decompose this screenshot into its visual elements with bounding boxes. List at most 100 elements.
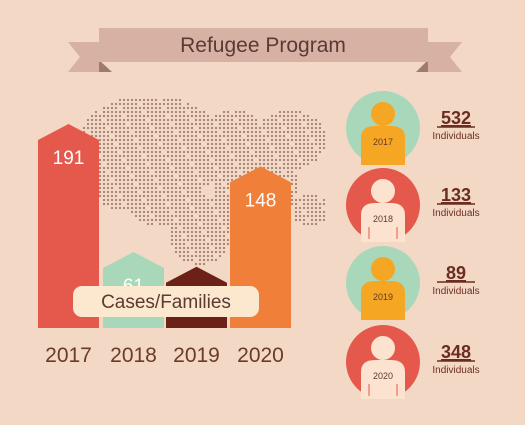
- map-dot: [130, 98, 134, 102]
- map-dot: [186, 234, 190, 238]
- map-dot: [194, 238, 198, 242]
- map-dot: [266, 134, 270, 138]
- map-dot: [182, 126, 186, 130]
- map-dot: [198, 186, 202, 190]
- map-dot: [114, 178, 118, 182]
- map-dot: [298, 210, 302, 214]
- map-dot: [162, 102, 166, 106]
- map-dot: [234, 122, 238, 126]
- map-dot: [262, 142, 266, 146]
- map-dot: [150, 114, 154, 118]
- map-dot: [158, 110, 162, 114]
- map-dot: [134, 154, 138, 158]
- map-dot: [274, 162, 278, 166]
- map-dot: [114, 134, 118, 138]
- map-dot: [202, 218, 206, 222]
- map-dot: [110, 150, 114, 154]
- map-dot: [278, 134, 282, 138]
- map-dot: [218, 126, 222, 130]
- map-dot: [214, 246, 218, 250]
- map-dot: [158, 150, 162, 154]
- map-dot: [126, 142, 130, 146]
- map-dot: [310, 142, 314, 146]
- map-dot: [218, 118, 222, 122]
- map-dot: [214, 206, 218, 210]
- map-dot: [198, 150, 202, 154]
- map-dot: [290, 130, 294, 134]
- map-dot: [218, 190, 222, 194]
- map-dot: [174, 238, 178, 242]
- map-dot: [206, 154, 210, 158]
- map-dot: [130, 106, 134, 110]
- map-dot: [262, 154, 266, 158]
- map-dot: [174, 250, 178, 254]
- map-dot: [186, 238, 190, 242]
- map-dot: [270, 130, 274, 134]
- map-dot: [314, 134, 318, 138]
- map-dot: [154, 150, 158, 154]
- map-dot: [198, 162, 202, 166]
- map-dot: [278, 114, 282, 118]
- map-dot: [270, 134, 274, 138]
- map-dot: [166, 198, 170, 202]
- map-dot: [194, 182, 198, 186]
- map-dot: [210, 206, 214, 210]
- map-dot: [110, 110, 114, 114]
- map-dot: [186, 258, 190, 262]
- map-dot: [266, 118, 270, 122]
- map-dot: [174, 210, 178, 214]
- map-dot: [206, 222, 210, 226]
- map-dot: [242, 166, 246, 170]
- map-dot: [290, 198, 294, 202]
- map-dot: [242, 114, 246, 118]
- map-dot: [254, 134, 258, 138]
- map-dot: [222, 230, 226, 234]
- map-dot: [194, 262, 198, 266]
- map-dot: [294, 142, 298, 146]
- map-dot: [194, 230, 198, 234]
- map-dot: [190, 194, 194, 198]
- map-dot: [150, 102, 154, 106]
- map-dot: [242, 130, 246, 134]
- map-dot: [290, 158, 294, 162]
- map-dot: [102, 202, 106, 206]
- map-dot: [106, 114, 110, 118]
- map-dot: [126, 186, 130, 190]
- map-dot: [146, 186, 150, 190]
- map-dot: [110, 130, 114, 134]
- map-dot: [226, 154, 230, 158]
- map-dot: [102, 126, 106, 130]
- map-dot: [138, 206, 142, 210]
- map-dot: [226, 122, 230, 126]
- map-dot: [190, 158, 194, 162]
- map-dot: [190, 114, 194, 118]
- map-dot: [266, 158, 270, 162]
- map-dot: [186, 182, 190, 186]
- map-dot: [214, 214, 218, 218]
- map-dot: [146, 170, 150, 174]
- map-dot: [286, 150, 290, 154]
- bar-value-2017: 191: [53, 148, 85, 169]
- map-dot: [286, 118, 290, 122]
- map-dot: [154, 170, 158, 174]
- map-dot: [122, 134, 126, 138]
- map-dot: [178, 218, 182, 222]
- map-dot: [114, 138, 118, 142]
- map-dot: [198, 258, 202, 262]
- map-dot: [110, 162, 114, 166]
- map-dot: [254, 162, 258, 166]
- map-dot: [302, 214, 306, 218]
- map-dot: [230, 150, 234, 154]
- map-dot: [238, 118, 242, 122]
- map-dot: [142, 150, 146, 154]
- map-dot: [258, 130, 262, 134]
- map-dot: [194, 150, 198, 154]
- map-dot: [294, 214, 298, 218]
- map-dot: [298, 146, 302, 150]
- map-dot: [206, 218, 210, 222]
- map-dot: [202, 146, 206, 150]
- map-dot: [202, 194, 206, 198]
- map-dot: [162, 110, 166, 114]
- avatar-year-label: 2018: [373, 214, 393, 224]
- map-dot: [282, 146, 286, 150]
